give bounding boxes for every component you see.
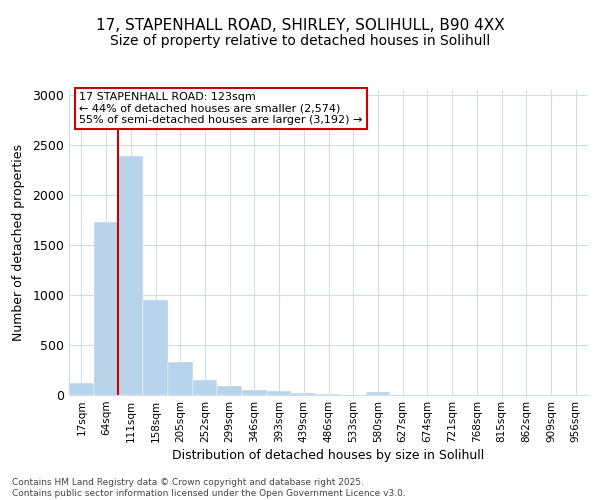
Bar: [267, 391, 292, 395]
Text: 17 STAPENHALL ROAD: 123sqm
← 44% of detached houses are smaller (2,574)
55% of s: 17 STAPENHALL ROAD: 123sqm ← 44% of deta…: [79, 92, 363, 124]
Bar: [365, 392, 390, 395]
Text: 17, STAPENHALL ROAD, SHIRLEY, SOLIHULL, B90 4XX: 17, STAPENHALL ROAD, SHIRLEY, SOLIHULL, …: [95, 18, 505, 32]
Y-axis label: Number of detached properties: Number of detached properties: [13, 144, 25, 341]
Bar: [292, 393, 316, 395]
Bar: [143, 300, 168, 395]
Text: Size of property relative to detached houses in Solihull: Size of property relative to detached ho…: [110, 34, 490, 48]
X-axis label: Distribution of detached houses by size in Solihull: Distribution of detached houses by size …: [172, 449, 485, 462]
Text: Contains HM Land Registry data © Crown copyright and database right 2025.
Contai: Contains HM Land Registry data © Crown c…: [12, 478, 406, 498]
Bar: [69, 383, 94, 395]
Bar: [242, 390, 267, 395]
Bar: [94, 222, 118, 395]
Bar: [316, 394, 341, 395]
Bar: [168, 362, 193, 395]
Bar: [217, 386, 242, 395]
Bar: [193, 380, 217, 395]
Bar: [118, 156, 143, 395]
